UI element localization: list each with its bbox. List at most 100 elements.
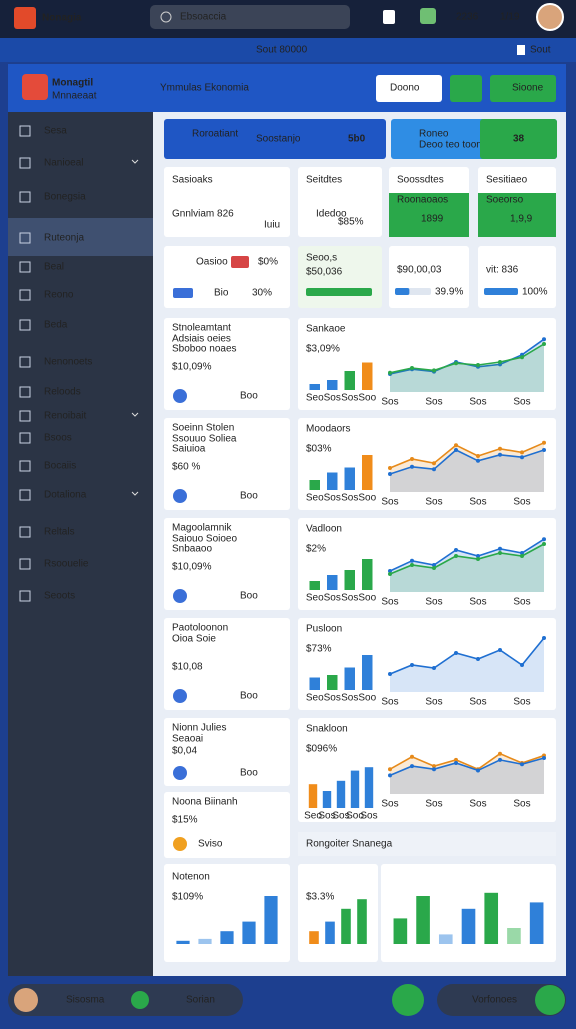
button-text: Sioone <box>512 83 544 94</box>
sidebar-item[interactable]: Reloods <box>44 387 81 398</box>
bar <box>327 380 338 390</box>
x-tick-label: Sos <box>513 697 530 708</box>
bar <box>220 931 234 944</box>
bar <box>362 559 373 590</box>
card-line: Oioa Soie <box>172 634 216 645</box>
avatar[interactable] <box>536 3 564 31</box>
bar <box>344 570 355 590</box>
x-tick-label: Sos <box>513 497 530 508</box>
icon <box>173 589 187 603</box>
search-text: Ebsoaccia <box>180 12 227 23</box>
app-logo <box>22 74 48 100</box>
x-tick-label: Seo <box>306 493 324 504</box>
sidebar-item[interactable]: Beda <box>44 320 68 331</box>
sidebar-item[interactable]: Ruteonja <box>44 233 84 244</box>
card-title: Snakloon <box>306 724 348 735</box>
x-tick-label: Sos <box>332 811 349 822</box>
brand: Nonagia <box>42 13 82 24</box>
point <box>410 457 414 461</box>
search-box[interactable] <box>150 5 350 29</box>
footer-tab[interactable]: Sorian <box>186 995 215 1006</box>
point <box>542 636 546 640</box>
card-value: $73% <box>306 644 332 655</box>
bar <box>198 938 212 944</box>
sidebar-item[interactable]: Bsoos <box>44 433 72 444</box>
card-value: $109% <box>172 892 203 903</box>
point <box>388 672 392 676</box>
card-title: Sankaoe <box>306 324 346 335</box>
bar <box>309 677 320 690</box>
x-tick-label: Sos <box>381 597 398 608</box>
icon[interactable] <box>420 8 436 24</box>
card-title: Seoo,s <box>306 253 337 264</box>
sidebar-item[interactable]: Reono <box>44 290 74 301</box>
card-line: Saiouo Soioeo <box>172 534 237 545</box>
sidebar-item[interactable]: Nanioeal <box>44 158 83 169</box>
sidebar-item[interactable]: Sesa <box>44 126 67 137</box>
fab[interactable] <box>535 985 565 1015</box>
icon-button[interactable] <box>450 75 482 102</box>
card <box>164 618 290 710</box>
icon[interactable] <box>383 10 395 24</box>
card <box>381 618 556 710</box>
sidebar-item[interactable]: Seoots <box>44 591 75 602</box>
app-name: Monagtil <box>52 78 93 89</box>
bar <box>364 767 374 808</box>
line <box>389 449 545 475</box>
x-tick-label: Sos <box>425 799 442 810</box>
sidebar-item[interactable]: Reltals <box>44 527 75 538</box>
x-tick-label: Sos <box>469 597 486 608</box>
footer-action[interactable]: Vorfonoes <box>472 995 517 1006</box>
x-tick-label: Sos <box>360 811 377 822</box>
input-box[interactable] <box>376 75 442 102</box>
x-tick-label: Soo <box>358 693 376 704</box>
bar <box>327 675 338 690</box>
sidebar-icon <box>19 489 31 501</box>
sidebar-item[interactable]: Renoibait <box>44 411 86 422</box>
icon <box>173 766 187 780</box>
sidebar-item[interactable]: Bocaiis <box>44 461 76 472</box>
primary-button[interactable] <box>490 75 556 102</box>
sidebar-item[interactable]: Beal <box>44 262 64 273</box>
bar <box>309 931 319 944</box>
x-tick-label: Sos <box>324 493 341 504</box>
sub-bar <box>0 38 576 62</box>
bar <box>309 581 320 590</box>
card-title: Pusloon <box>306 624 342 635</box>
card <box>164 318 290 410</box>
x-tick-label: Seo <box>306 693 324 704</box>
card-line: Seaoai <box>172 734 203 745</box>
card-value: $10,09% <box>172 362 212 373</box>
card <box>164 418 290 510</box>
sidebar-item[interactable]: Rsoouelie <box>44 559 89 570</box>
bar <box>362 362 373 390</box>
sub-label: Sout 80000 <box>256 45 308 56</box>
sidebar-item[interactable]: Dotaliona <box>44 490 87 501</box>
x-tick-label: Sos <box>469 497 486 508</box>
stat-sub: Soeorso <box>486 195 524 206</box>
x-tick-label: Sos <box>469 799 486 810</box>
point <box>520 551 524 555</box>
x-tick-label: Sos <box>425 597 442 608</box>
point <box>520 455 524 460</box>
chip <box>173 288 193 298</box>
point <box>498 757 502 762</box>
line <box>389 343 545 374</box>
point <box>542 756 546 761</box>
x-tick-label: Seo <box>306 593 324 604</box>
card-title: Moodaors <box>306 424 350 435</box>
sub-right: Sout <box>530 45 551 56</box>
point <box>454 361 458 366</box>
fab[interactable] <box>392 984 424 1016</box>
card-title: Paotoloonon <box>172 623 228 634</box>
bar <box>344 667 355 690</box>
card-value: $3,09% <box>306 344 340 355</box>
stat-value: 1899 <box>421 214 444 225</box>
card-value: $90,00,03 <box>397 265 442 276</box>
stat-card <box>298 167 382 237</box>
x-tick-label: Seo <box>306 393 324 404</box>
bar <box>336 780 346 808</box>
sidebar-item[interactable]: Bonegsia <box>44 192 86 203</box>
point <box>476 363 480 367</box>
sidebar-item[interactable]: Nenonoets <box>44 357 92 368</box>
